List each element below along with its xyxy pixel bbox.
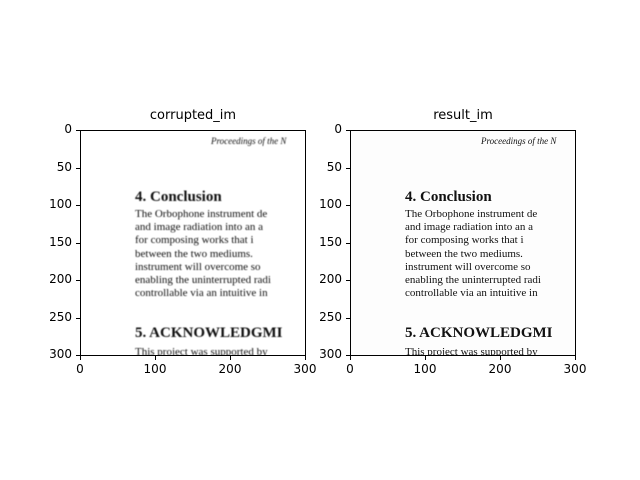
x-tick-mark [80,356,81,360]
doc-line: and image radiation into an a [135,221,263,234]
x-tick-label: 0 [76,362,84,376]
doc-line: enabling the uninterrupted radi [405,273,541,286]
x-tick-label: 300 [563,362,587,376]
plot-corrupted: Proceedings of the N 4. Conclusion The O… [80,130,306,356]
y-tick-mark [76,130,80,131]
y-tick-mark [346,205,350,206]
y-tick-label: 250 [49,309,72,324]
y-tick-label: 100 [319,197,342,211]
document-image-result: Proceedings of the N 4. Conclusion The O… [351,131,575,356]
y-tick-label: 50 [326,159,342,174]
doc-header: Proceedings of the N [481,136,557,146]
x-tick-mark [230,356,231,360]
doc-body: The Orbophone instrument de and image ra… [405,208,541,300]
y-tick-label: 0 [64,122,72,136]
title-corrupted: corrupted_im [149,108,237,123]
y-tick-label: 100 [49,197,72,211]
doc-line: instrument will overcome so [135,260,261,273]
doc-line: between the two mediums. [405,247,523,260]
y-tick-label: 200 [49,272,72,286]
document-image-corrupted: Proceedings of the N 4. Conclusion The O… [81,131,305,356]
x-tick-mark [155,356,156,360]
y-tick-mark [346,242,350,244]
y-tick-mark [346,280,350,281]
y-tick-label: 0 [334,122,342,136]
y-tick-mark [346,317,350,319]
y-tick-mark [76,167,80,169]
y-tick-label: 300 [319,347,342,361]
doc-heading-conclusion: 4. Conclusion [405,189,492,205]
y-tick-label: 200 [319,272,342,286]
doc-line: The Orbophone instrument de [135,208,268,220]
y-tick-mark [346,355,350,356]
doc-line: and image radiation into an a [405,221,533,234]
y-tick-mark [76,205,80,206]
x-tick-mark [305,356,306,360]
y-tick-label: 150 [319,234,342,249]
doc-heading-acknowledgments: 5. ACKNOWLEDGMI [405,325,553,341]
y-tick-label: 50 [56,159,72,174]
doc-line: enabling the uninterrupted radi [135,273,271,286]
x-tick-mark [500,356,501,360]
doc-line: The Orbophone instrument de [405,208,538,220]
y-tick-mark [346,130,350,131]
doc-header: Proceedings of the N [211,136,287,146]
x-tick-label: 100 [143,362,167,376]
doc-line: controllable via an intuitive in [405,287,538,300]
x-tick-mark [350,356,351,360]
doc-heading-conclusion: 4. Conclusion [135,189,222,205]
title-result: result_im [433,108,493,123]
y-tick-label: 250 [319,309,342,324]
doc-line: instrument will overcome so [405,260,531,273]
y-tick-mark [76,280,80,281]
x-tick-label: 300 [293,362,317,376]
y-tick-mark [76,317,80,319]
y-tick-mark [346,167,350,169]
x-tick-label: 200 [488,362,512,376]
x-tick-mark [425,356,426,360]
y-tick-label: 150 [49,234,72,249]
doc-line: controllable via an intuitive in [135,287,268,300]
doc-line: for composing works that i [405,234,524,247]
y-tick-mark [76,242,80,244]
y-tick-mark [76,355,80,356]
doc-line: for composing works that i [135,234,254,247]
x-tick-label: 0 [346,362,354,376]
x-tick-label: 200 [218,362,242,376]
doc-body: The Orbophone instrument de and image ra… [135,208,271,300]
doc-line: between the two mediums. [135,247,253,260]
doc-last-line: This project was supported by [405,346,538,356]
doc-last-line: This project was supported by [135,346,268,356]
y-tick-label: 300 [49,347,72,361]
x-tick-label: 100 [413,362,437,376]
plot-result: Proceedings of the N 4. Conclusion The O… [350,130,576,356]
x-tick-mark [575,356,576,360]
doc-heading-acknowledgments: 5. ACKNOWLEDGMI [135,325,283,341]
